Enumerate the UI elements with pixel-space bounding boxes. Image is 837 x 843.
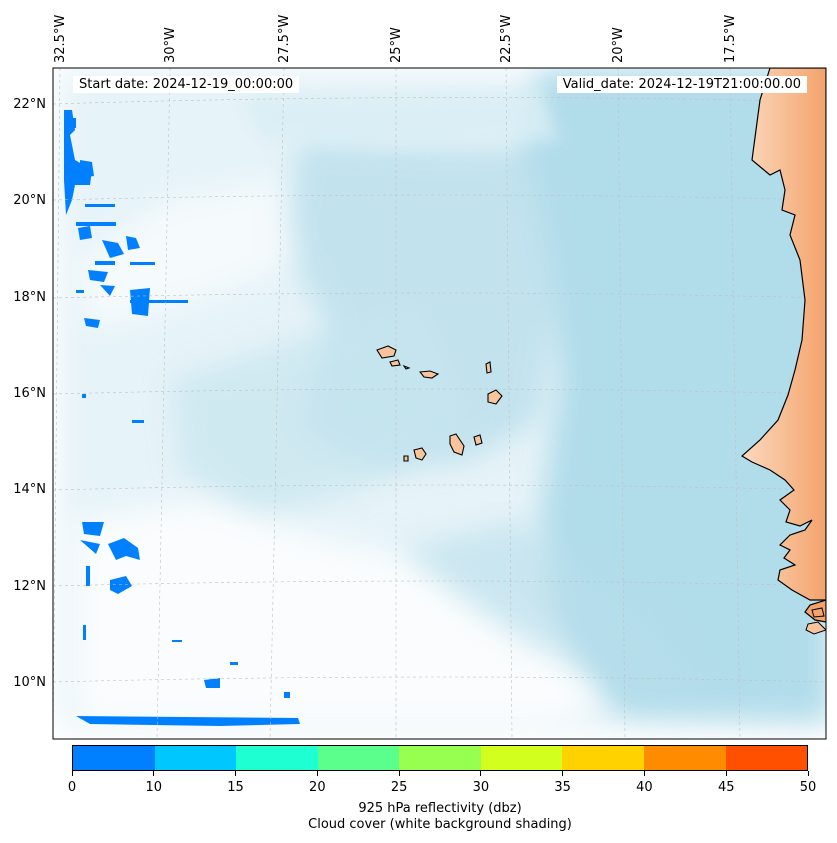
lon-label-17-5w: 17.5°W — [723, 14, 738, 63]
colorbar-segment — [562, 746, 644, 770]
colorbar-tick-label: 10 — [145, 780, 163, 795]
lon-label-20w: 20°W — [611, 27, 626, 63]
lon-label-27-5w: 27.5°W — [277, 14, 292, 63]
colorbar-tick — [562, 771, 564, 776]
lat-label-16n: 16°N — [13, 386, 46, 401]
colorbar-tick-label: 25 — [390, 780, 408, 795]
lat-label-12n: 12°N — [13, 579, 46, 594]
colorbar-segment — [480, 746, 563, 770]
lat-label-10n: 10°N — [13, 675, 46, 690]
lon-label-25w: 25°W — [389, 27, 404, 63]
lat-label-18n: 18°N — [13, 290, 46, 305]
colorbar-segment — [725, 746, 808, 770]
colorbar-tick — [480, 771, 482, 776]
colorbar-label-line1: 925 hPa reflectivity (dbz) — [358, 801, 522, 816]
reflectivity-colorbar — [72, 745, 808, 771]
colorbar-segment — [399, 746, 481, 770]
colorbar-tick — [807, 771, 809, 776]
colorbar-label-line2: Cloud cover (white background shading) — [308, 817, 572, 832]
colorbar-tick-label: 50 — [799, 780, 817, 795]
start-date-label: Start date: 2024-12-19_00:00:00 — [73, 76, 300, 93]
lat-label-22n: 22°N — [13, 97, 46, 112]
colorbar-tick — [316, 771, 318, 776]
map-frame — [52, 67, 827, 740]
colorbar-tick-label: 35 — [554, 780, 571, 795]
colorbar-segment — [154, 746, 237, 770]
colorbar-tick — [71, 771, 73, 776]
colorbar-tick-label: 0 — [67, 780, 77, 795]
colorbar-tick-label: 15 — [227, 780, 244, 795]
lat-label-20n: 20°N — [13, 193, 46, 208]
lat-label-14n: 14°N — [13, 482, 46, 497]
graticule — [53, 68, 826, 739]
colorbar-segment — [73, 746, 155, 770]
colorbar-segment — [643, 746, 726, 770]
colorbar-title: 925 hPa reflectivity (dbz) Cloud cover (… — [72, 801, 808, 833]
colorbar-tick-label: 30 — [472, 780, 490, 795]
colorbar-tick — [153, 771, 155, 776]
colorbar-tick — [643, 771, 645, 776]
cape-verde-islands — [376, 345, 503, 462]
colorbar-tick — [235, 771, 237, 776]
colorbar-tick — [725, 771, 727, 776]
colorbar-segment — [236, 746, 318, 770]
colorbar-tick-label: 45 — [717, 780, 735, 795]
cloud-cover-shading — [60, 70, 826, 730]
lon-label-32-5w: 32.5°W — [53, 14, 68, 63]
colorbar-tick-label: 40 — [636, 780, 653, 795]
colorbar-tick — [398, 771, 400, 776]
lon-label-22-5w: 22.5°W — [499, 14, 514, 63]
reflectivity-patches — [64, 110, 300, 726]
colorbar-segment — [317, 746, 400, 770]
lon-label-30w: 30°W — [163, 27, 178, 63]
colorbar-tick-label: 20 — [309, 780, 326, 795]
africa-landmass — [740, 68, 826, 635]
valid-date-label: Valid_date: 2024-12-19T21:00:00.00 — [556, 76, 807, 93]
